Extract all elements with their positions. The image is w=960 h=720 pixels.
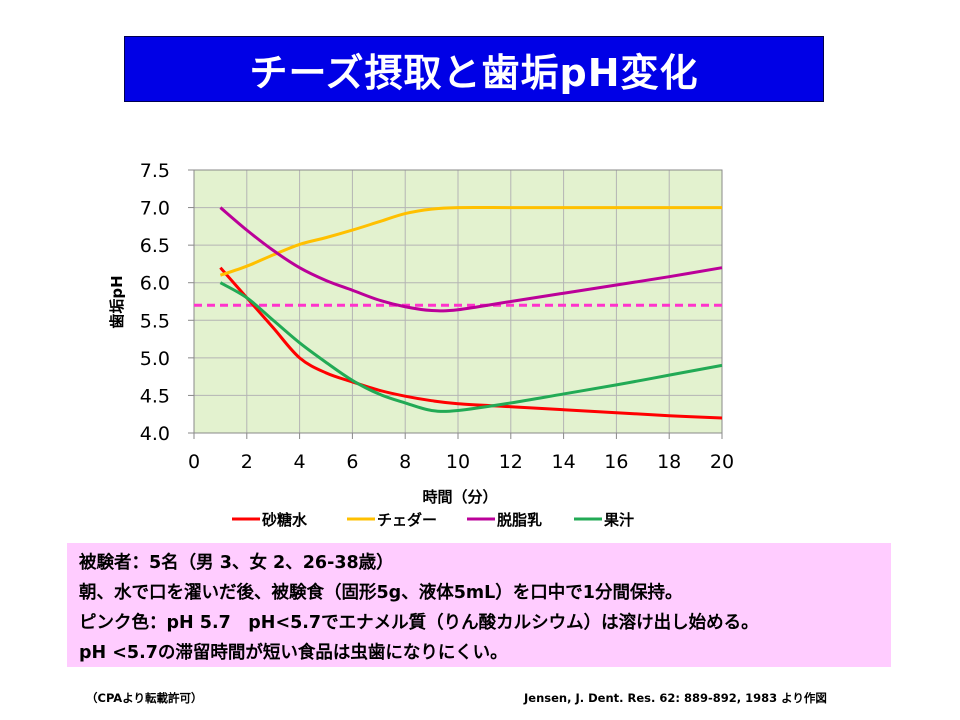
note-procedure: 朝、水で口を濯いだ後、被験食（固形5g、液体5mL）を口中で1分間保持。 <box>79 583 683 603</box>
x-axis-label: 時間（分） <box>422 488 497 506</box>
ph-line-chart: 0 2 4 6 8 10 12 14 16 18 20 7.5 7.0 6.5 6.0 5.5 5.0 4.5 4… <box>108 160 734 529</box>
y-tick-label: 7.5 <box>140 160 170 182</box>
x-tick-label: 12 <box>499 451 523 473</box>
y-tick-label: 4.0 <box>140 423 170 445</box>
legend-label-1: 砂糖水 <box>262 511 308 529</box>
experiment-notes: 被験者：5名（男 3、女 2、26-38歳） 朝、水で口を濯いだ後、被験食（固形… <box>67 543 891 667</box>
x-tick-label: 18 <box>657 451 681 473</box>
y-tick-label: 6.5 <box>140 235 170 257</box>
y-tick-label: 7.0 <box>140 198 170 220</box>
series-line-3 <box>219 206 723 313</box>
x-tick-label: 2 <box>241 451 253 473</box>
x-tick-label: 10 <box>446 451 470 473</box>
series-line-1 <box>219 266 723 420</box>
source-citation: Jensen, J. Dent. Res. 62: 889-892, 1983 … <box>524 691 827 705</box>
y-tick-label: 5.0 <box>140 348 170 370</box>
x-tick-label: 6 <box>346 451 358 473</box>
series-line-4 <box>219 281 723 413</box>
note-conclusion: pH <5.7の滞留時間が短い食品は虫歯になりにくい。 <box>79 643 508 663</box>
legend-label-3: 脱脂乳 <box>497 511 542 529</box>
legend-label-2: チェダー <box>377 511 437 529</box>
x-tick-label: 14 <box>552 451 576 473</box>
x-tick-labels: 0 2 4 6 8 10 12 14 16 18 20 <box>188 451 734 473</box>
title-banner: チーズ摂取と歯垢pH変化 <box>124 36 824 102</box>
x-tick-label: 0 <box>188 451 200 473</box>
y-tick-label: 4.5 <box>140 385 170 407</box>
series-lines <box>219 205 723 420</box>
y-tick-label: 6.0 <box>140 273 170 295</box>
axes <box>188 169 723 439</box>
series-line-2 <box>219 205 722 277</box>
plot-border <box>193 169 723 434</box>
note-pink-line: ピンク色：pH 5.7 pH<5.7でエナメル質（りん酸カルシウム）は溶け出し始… <box>79 613 759 633</box>
note-subjects: 被験者：5名（男 3、女 2、26-38歳） <box>79 553 394 573</box>
y-axis-label: 歯垢pH <box>108 275 126 328</box>
x-tick-label: 4 <box>294 451 306 473</box>
x-tick-label: 8 <box>399 451 411 473</box>
y-tick-label: 5.5 <box>140 310 170 332</box>
legend-label-4: 果汁 <box>603 511 634 529</box>
y-tick-labels: 7.5 7.0 6.5 6.0 5.5 5.0 4.5 4.0 <box>140 160 170 445</box>
page-title: チーズ摂取と歯垢pH変化 <box>249 50 699 95</box>
legend: 砂糖水 チェダー 脱脂乳 果汁 <box>232 511 634 529</box>
x-tick-label: 16 <box>604 451 628 473</box>
x-tick-label: 20 <box>710 451 734 473</box>
permission-credit: （CPAより転載許可） <box>86 691 203 705</box>
